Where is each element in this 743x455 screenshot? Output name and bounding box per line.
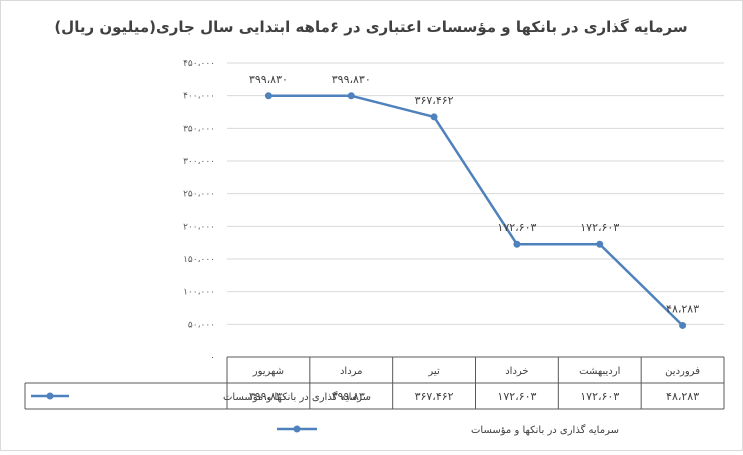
category-label: اردیبهشت [579,366,620,377]
chart-title: سرمایه گذاری در بانکها و مؤسسات اعتباری … [54,18,687,36]
y-tick-label: ۱۵۰،۰۰۰ [183,255,215,265]
data-table: فروردین ۴۸،۲۸۳ اردیبهشت ۱۷۲،۶۰۳ خرداد ۱۷۲،۶۰۳… [24,356,725,410]
table-legend-point [46,392,54,400]
data-label: ۴۸،۲۸۳ [666,302,699,315]
table-value: ۱۷۲،۶۰۳ [580,390,619,403]
y-tick-label: ۳۵۰،۰۰۰ [183,124,215,134]
data-label: ۳۹۹،۸۳۰ [249,73,288,86]
category-label: خرداد [505,366,528,377]
data-label: ۱۷۲،۶۰۳ [580,221,619,234]
table-value: ۳۶۷،۴۶۲ [415,390,454,403]
series-line-layer: ۴۸،۲۸۳ ۱۷۲،۶۰۳ ۱۷۲،۶۰۳ ۳۶۷،۴۶۲ ۳۹۹،۸۳۰ ۳۹۹،۸۳… [249,73,699,329]
data-label: ۳۹۹،۸۳۰ [332,73,371,86]
table-series-label: سرمایه گذاری در بانکها و مؤسسات [223,391,371,403]
y-tick-label: ۴۰۰،۰۰۰ [183,92,215,102]
y-tick-label: ۲۰۰،۰۰۰ [183,222,215,232]
legend-point-marker [293,425,301,433]
data-point [596,240,604,248]
table-value: ۴۸،۲۸۳ [666,390,699,403]
gridlines [227,62,724,325]
y-tick-label: ۲۵۰،۰۰۰ [183,190,215,200]
table-value: ۳۹۹،۸۳۰ [332,390,371,403]
legend-label: سرمایه گذاری در بانکها و مؤسسات [471,424,619,436]
y-tick-label: ۱۰۰،۰۰۰ [183,288,215,298]
data-point [430,113,438,121]
legend: سرمایه گذاری در بانکها و مؤسسات [277,424,619,436]
category-label: تیر [427,366,440,377]
y-tick-label: ۳۰۰،۰۰۰ [183,157,215,167]
data-point [679,321,687,329]
table-value: ۳۹۹،۸۳۰ [249,390,288,403]
category-label: شهریور [252,366,284,377]
y-tick-label: ۴۵۰،۰۰۰ [183,59,215,69]
y-axis-ticks: ۰ ۵۰،۰۰۰ ۱۰۰،۰۰۰ ۱۵۰،۰۰۰ ۲۰۰،۰۰۰ ۲۵۰،۰۰۰ ۳۰۰،۰… [183,59,215,363]
data-point [347,92,355,100]
category-label: فروردین [665,366,700,377]
y-tick-label: ۵۰،۰۰۰ [188,320,215,330]
series-line [268,94,684,327]
data-point [264,92,272,100]
category-label: مرداد [340,366,363,377]
data-label: ۱۷۲،۶۰۳ [497,221,536,234]
y-tick-label: ۰ [210,353,215,363]
data-label: ۳۶۷،۴۶۲ [415,94,454,107]
table-value: ۱۷۲،۶۰۳ [497,390,536,403]
data-point [513,240,521,248]
